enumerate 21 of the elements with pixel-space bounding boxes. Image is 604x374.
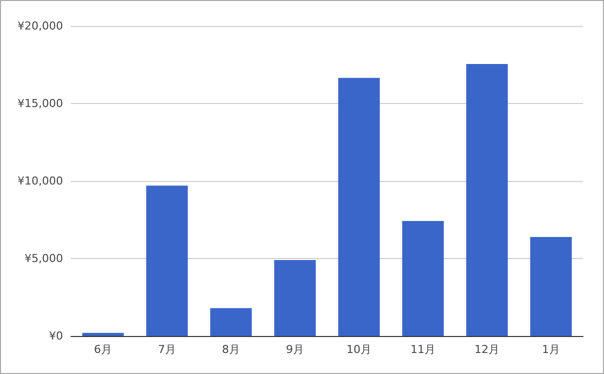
x-tick-label: 9月	[286, 343, 304, 356]
y-tick-label: ¥10,000	[18, 174, 63, 188]
bar	[274, 260, 316, 336]
bar	[146, 186, 188, 336]
bar	[210, 308, 252, 336]
x-tick-label: 1月	[542, 343, 560, 356]
x-tick-label: 7月	[158, 343, 176, 356]
bar	[530, 236, 572, 336]
x-tick-label: 8月	[222, 343, 240, 356]
bar	[466, 64, 508, 336]
y-tick-label: ¥5,000	[24, 252, 63, 265]
x-tick-label: 12月	[474, 343, 500, 356]
y-tick-label: ¥20,000	[18, 20, 63, 32]
x-tick-label: 11月	[410, 343, 436, 356]
y-tick-label: ¥15,000	[18, 97, 63, 110]
bar	[338, 78, 380, 336]
x-tick-label: 10月	[346, 343, 372, 356]
x-tick-label: 6月	[94, 343, 112, 356]
bar	[82, 332, 124, 336]
y-tick-label: ¥0	[49, 330, 63, 342]
bar	[402, 220, 444, 336]
